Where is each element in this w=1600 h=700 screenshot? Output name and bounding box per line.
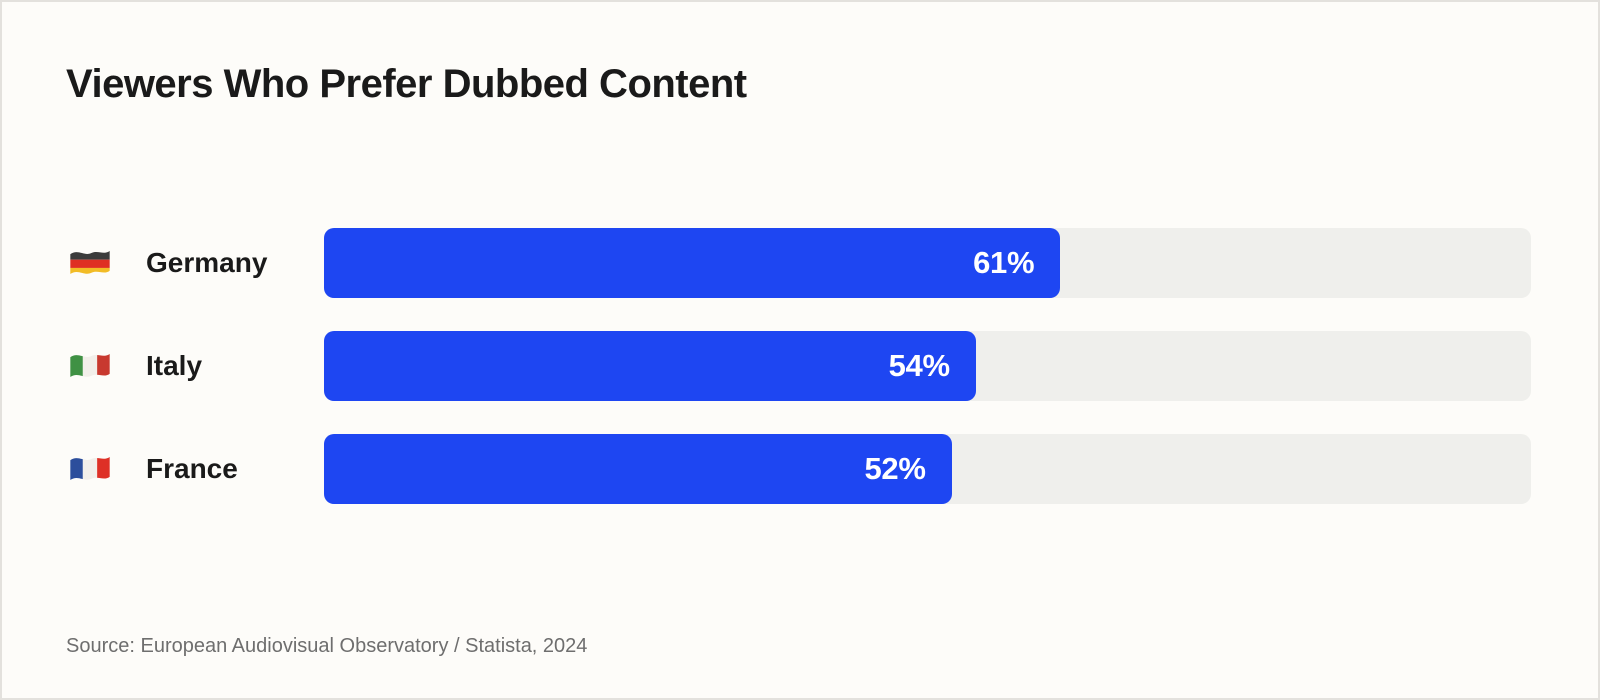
country-label: France [146,453,238,484]
bar-value-label: 54% [888,348,950,383]
bar-track: 52% [324,434,1531,504]
chart-row-france: France 52% [66,434,1531,504]
chart-row-italy: Italy 54% [66,331,1531,401]
bar-italy: 54% [324,331,976,401]
country-label: Italy [146,350,203,381]
country-label: Germany [146,247,268,278]
bar-chart: Germany 61% [66,228,1531,537]
france-flag-icon [70,456,110,480]
bar-value-label: 52% [864,451,926,486]
germany-flag-icon [70,250,110,274]
category-label-france: France [66,452,324,486]
bar-france: 52% [324,434,952,504]
bar-track: 61% [324,228,1531,298]
italy-flag-icon [70,353,110,377]
category-label-italy: Italy [66,349,324,383]
bar-germany: 61% [324,228,1061,298]
bar-value-label: 61% [973,245,1035,280]
source-attribution: Source: European Audiovisual Observatory… [66,635,588,657]
chart-title: Viewers Who Prefer Dubbed Content [66,62,747,106]
chart-row-germany: Germany 61% [66,228,1531,298]
bar-track: 54% [324,331,1531,401]
category-label-germany: Germany [66,246,324,280]
